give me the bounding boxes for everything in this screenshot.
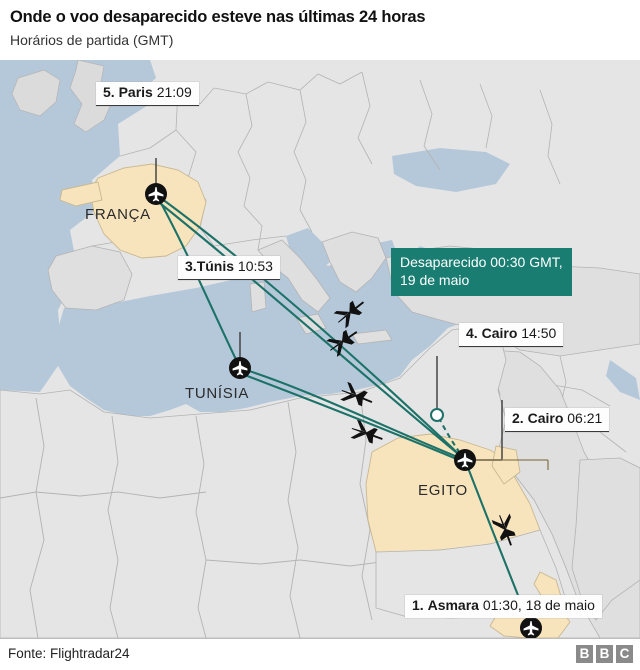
map-canvas[interactable]: FRANÇA TUNÍSIA EGITO ERITREIA 5. Paris 2… [0,60,640,638]
stop-label-cairo4-name: Cairo [481,325,518,341]
stop-label-tunis-time: 10:53 [237,258,273,274]
plane-icon [350,419,383,444]
great-britain-landmass [69,60,113,133]
stop-label-paris[interactable]: 5. Paris 21:09 [96,82,199,106]
ireland-landmass [11,69,61,117]
stop-label-asmara-name: Asmara [427,597,479,613]
brittany-tip [59,181,103,207]
plane-icon [326,329,358,357]
stop-label-cairo4-number: 4. [466,325,478,341]
arabia-landmass [571,457,640,621]
callout-connectors-2 [465,459,549,470]
stop-label-cairo2-time: 06:21 [567,410,603,426]
bbc-logo-b2: B [596,645,613,663]
stop-label-asmara-time: 01:30, 18 de maio [482,597,595,613]
stop-label-cairo-2[interactable]: 2. Cairo 06:21 [505,408,610,432]
airport-markers[interactable] [145,183,542,638]
plane-icon [491,513,516,546]
stop-label-cairo-4[interactable]: 4. Cairo 14:50 [459,323,564,347]
bbc-logo-b1: B [576,645,593,663]
stop-label-cairo2-name: Cairo [527,410,564,426]
page-subtitle: Horários de partida (GMT) [10,31,174,48]
stop-label-cairo4-time: 14:50 [521,325,557,341]
stop-label-tunis-name: Túnis [196,258,235,274]
stop-label-paris-time: 21:09 [156,84,192,100]
page-title: Onde o voo desaparecido esteve nas últim… [10,8,426,26]
crete-landmass [351,329,393,345]
stop-label-tunis[interactable]: 3.Túnis 10:53 [178,256,280,280]
stop-label-cairo2-number: 2. [512,410,524,426]
route-cairo-paris [156,194,467,462]
stop-label-asmara[interactable]: 1. Asmara 01:30, 18 de maio [405,595,602,618]
country-label-egito: EGITO [418,482,468,499]
stop-label-paris-name: Paris [118,84,153,100]
route-cairo-paris-b [154,198,465,460]
marker-asmara[interactable] [520,617,542,638]
plane-silhouettes [326,300,516,546]
plane-icon [333,300,365,329]
chart-header: Onde o voo desaparecido esteve nas últim… [0,0,640,51]
annotation-line-1: Desaparecido 00:30 GMT, [400,254,563,270]
source-credit: Fonte: Flightradar24 [8,646,130,661]
sicily-landmass [295,313,327,335]
atlantic-ocean [0,60,150,392]
country-label-franca: FRANÇA [85,206,151,223]
black-sea [392,148,510,192]
balkans-landmass [321,231,387,293]
marker-paris[interactable] [145,183,167,205]
route-cairo-tunis [238,366,467,462]
route-tunis-cairo-b [240,372,466,464]
bbc-logo-c: C [616,645,633,663]
sinai-peninsula [491,445,521,485]
marker-disappearance-point[interactable] [430,408,444,422]
plane-icon [340,381,373,407]
stop-label-tunis-number: 3. [185,258,197,274]
sardinia-landmass [249,281,267,313]
marker-cairo[interactable] [454,449,476,471]
iberia-landmass [47,245,133,311]
bbc-logo: B B C [576,645,633,663]
stop-label-asmara-number: 1. [412,597,424,613]
adriatic-sea [286,228,330,274]
persian-gulf [606,360,640,400]
marker-tunis[interactable] [229,357,251,379]
chart-footer: Fonte: Flightradar24 B B C [0,638,640,670]
stop-label-paris-city: 5. [103,84,115,100]
route-tunis-paris-a [154,192,242,370]
map-graphic [0,60,640,638]
flight-routes [154,192,533,630]
country-label-tunisia: TUNÍSIA [185,385,250,402]
disappearance-annotation[interactable]: Desaparecido 00:30 GMT, 19 de maio [391,248,572,296]
annotation-line-2: 19 de maio [400,272,470,289]
